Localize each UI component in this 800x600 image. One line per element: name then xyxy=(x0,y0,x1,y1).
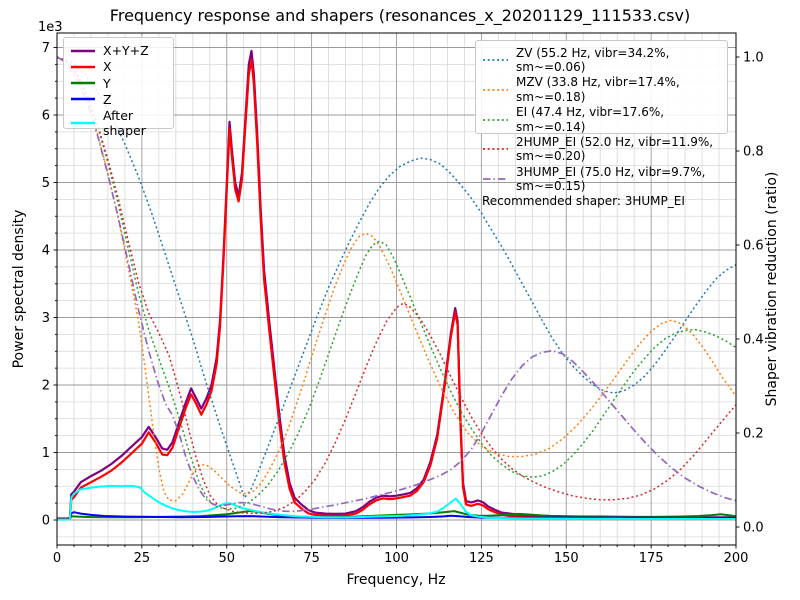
legend-item-after_shaper: After shaper xyxy=(70,108,165,139)
y-left-tick-label: 7 xyxy=(42,41,50,56)
axis-tick-labels: 0 25 50 75 100 125 150 175 200 0 1 2 3 4 5 6 7 0.0 0.2 0.4 0… xyxy=(42,41,764,566)
legend-label: EI (47.4 Hz, vibr=17.6%, sm~=0.14) xyxy=(516,105,665,134)
legend-item-ei: EI (47.4 Hz, vibr=17.6%, sm~=0.14) xyxy=(482,105,719,134)
legend-line-sample-x xyxy=(71,65,95,69)
legend-label: X xyxy=(103,59,112,75)
legend-line-sample-z xyxy=(71,98,95,101)
y-left-tick-label: 4 xyxy=(42,244,50,259)
series-z xyxy=(56,511,736,521)
series-mzv xyxy=(56,56,737,502)
x-tick-label: 100 xyxy=(384,551,409,566)
series-2hump_ei xyxy=(56,56,737,515)
y-right-tick-label: 0.6 xyxy=(743,239,764,254)
y-right-tick-label: 0.2 xyxy=(743,427,764,442)
legend-item-3hump_ei: 3HUMP_EI (75.0 Hz, vibr=9.7%, sm~=0.15) xyxy=(482,165,719,194)
legend-line-sample-ei xyxy=(483,118,508,121)
y-left-tick-label: 2 xyxy=(42,379,50,394)
legend-label: ZV (55.2 Hz, vibr=34.2%, sm~=0.06) xyxy=(516,45,670,75)
axis-ticks xyxy=(53,47,740,549)
recommended-shaper-note: Recommended shaper: 3HUMP_EI xyxy=(482,194,685,209)
y-axis-right-label: Shaper vibration reduction (ratio) xyxy=(764,171,780,407)
y-right-tick-label: 0.4 xyxy=(743,333,764,348)
x-tick-label: 175 xyxy=(639,551,664,566)
legend-item-z: Z xyxy=(70,92,165,107)
x-tick-label: 25 xyxy=(134,551,151,566)
legend-line-sample-2hump_ei xyxy=(483,148,508,151)
shaper-legend: ZV (55.2 Hz, vibr=34.2%, sm~=0.06) MZV (3… xyxy=(475,40,728,208)
y-left-tick-label: 3 xyxy=(42,311,50,326)
legend-line-sample-after_shaper xyxy=(71,121,95,125)
series-xyz xyxy=(56,49,736,520)
legend-label: After shaper xyxy=(103,108,146,139)
series-ei xyxy=(56,56,737,510)
x-tick-label: 50 xyxy=(218,551,235,566)
x-tick-label: 0 xyxy=(53,551,61,566)
y-left-tick-label: 5 xyxy=(42,176,50,191)
legend-label: Z xyxy=(103,91,112,107)
legend-item-2hump_ei: 2HUMP_EI (52.0 Hz, vibr=11.9%, sm~=0.20) xyxy=(482,135,719,164)
y-left-tick-label: 1 xyxy=(42,446,50,461)
legend-label: Y xyxy=(103,75,111,91)
legend-item-zv: ZV (55.2 Hz, vibr=34.2%, sm~=0.06) xyxy=(482,46,719,75)
y-axis-left-label: Power spectral density xyxy=(11,209,27,369)
y-left-tick-label: 6 xyxy=(42,109,50,124)
legend-item-mzv: MZV (33.8 Hz, vibr=17.4%, sm~=0.18) xyxy=(482,75,719,104)
legend-item-y: Y xyxy=(70,76,165,91)
x-axis-label: Frequency, Hz xyxy=(346,572,446,588)
x-tick-label: 150 xyxy=(554,551,579,566)
legend-item-x: X xyxy=(70,59,165,74)
legend-label: 3HUMP_EI (75.0 Hz, vibr=9.7%, sm~=0.15) xyxy=(516,164,706,194)
y-right-tick-label: 0.8 xyxy=(743,145,764,160)
x-tick-label: 75 xyxy=(303,551,320,566)
series-lines xyxy=(56,49,737,521)
y-right-tick-label: 0.0 xyxy=(743,521,764,536)
y-left-tick-label: 0 xyxy=(42,514,50,529)
chart-title: Frequency response and shapers (resonanc… xyxy=(109,6,691,25)
legend-item-xyz: X+Y+Z xyxy=(70,43,165,58)
legend-label: 2HUMP_EI (52.0 Hz, vibr=11.9%, sm~=0.20) xyxy=(516,134,714,164)
legend-line-sample-y xyxy=(71,81,95,85)
legend-line-sample-mzv xyxy=(483,88,508,91)
legend-line-sample-zv xyxy=(483,59,508,62)
x-tick-label: 200 xyxy=(724,551,749,566)
x-tick-label: 125 xyxy=(469,551,494,566)
series-3hump_ei xyxy=(56,56,737,513)
legend-line-sample-xyz xyxy=(71,49,95,52)
y-right-tick-label: 1.0 xyxy=(743,51,764,66)
psd-legend: X+Y+Z X Y Z After shaper xyxy=(63,37,174,138)
series-x xyxy=(56,58,737,521)
y-axis-offset-label: 1e3 xyxy=(38,20,63,35)
legend-label: X+Y+Z xyxy=(103,43,149,58)
series-after_shaper xyxy=(56,484,737,521)
legend-line-sample-3hump_ei xyxy=(483,178,508,181)
legend-label: MZV (33.8 Hz, vibr=17.4%, sm~=0.18) xyxy=(516,75,680,104)
